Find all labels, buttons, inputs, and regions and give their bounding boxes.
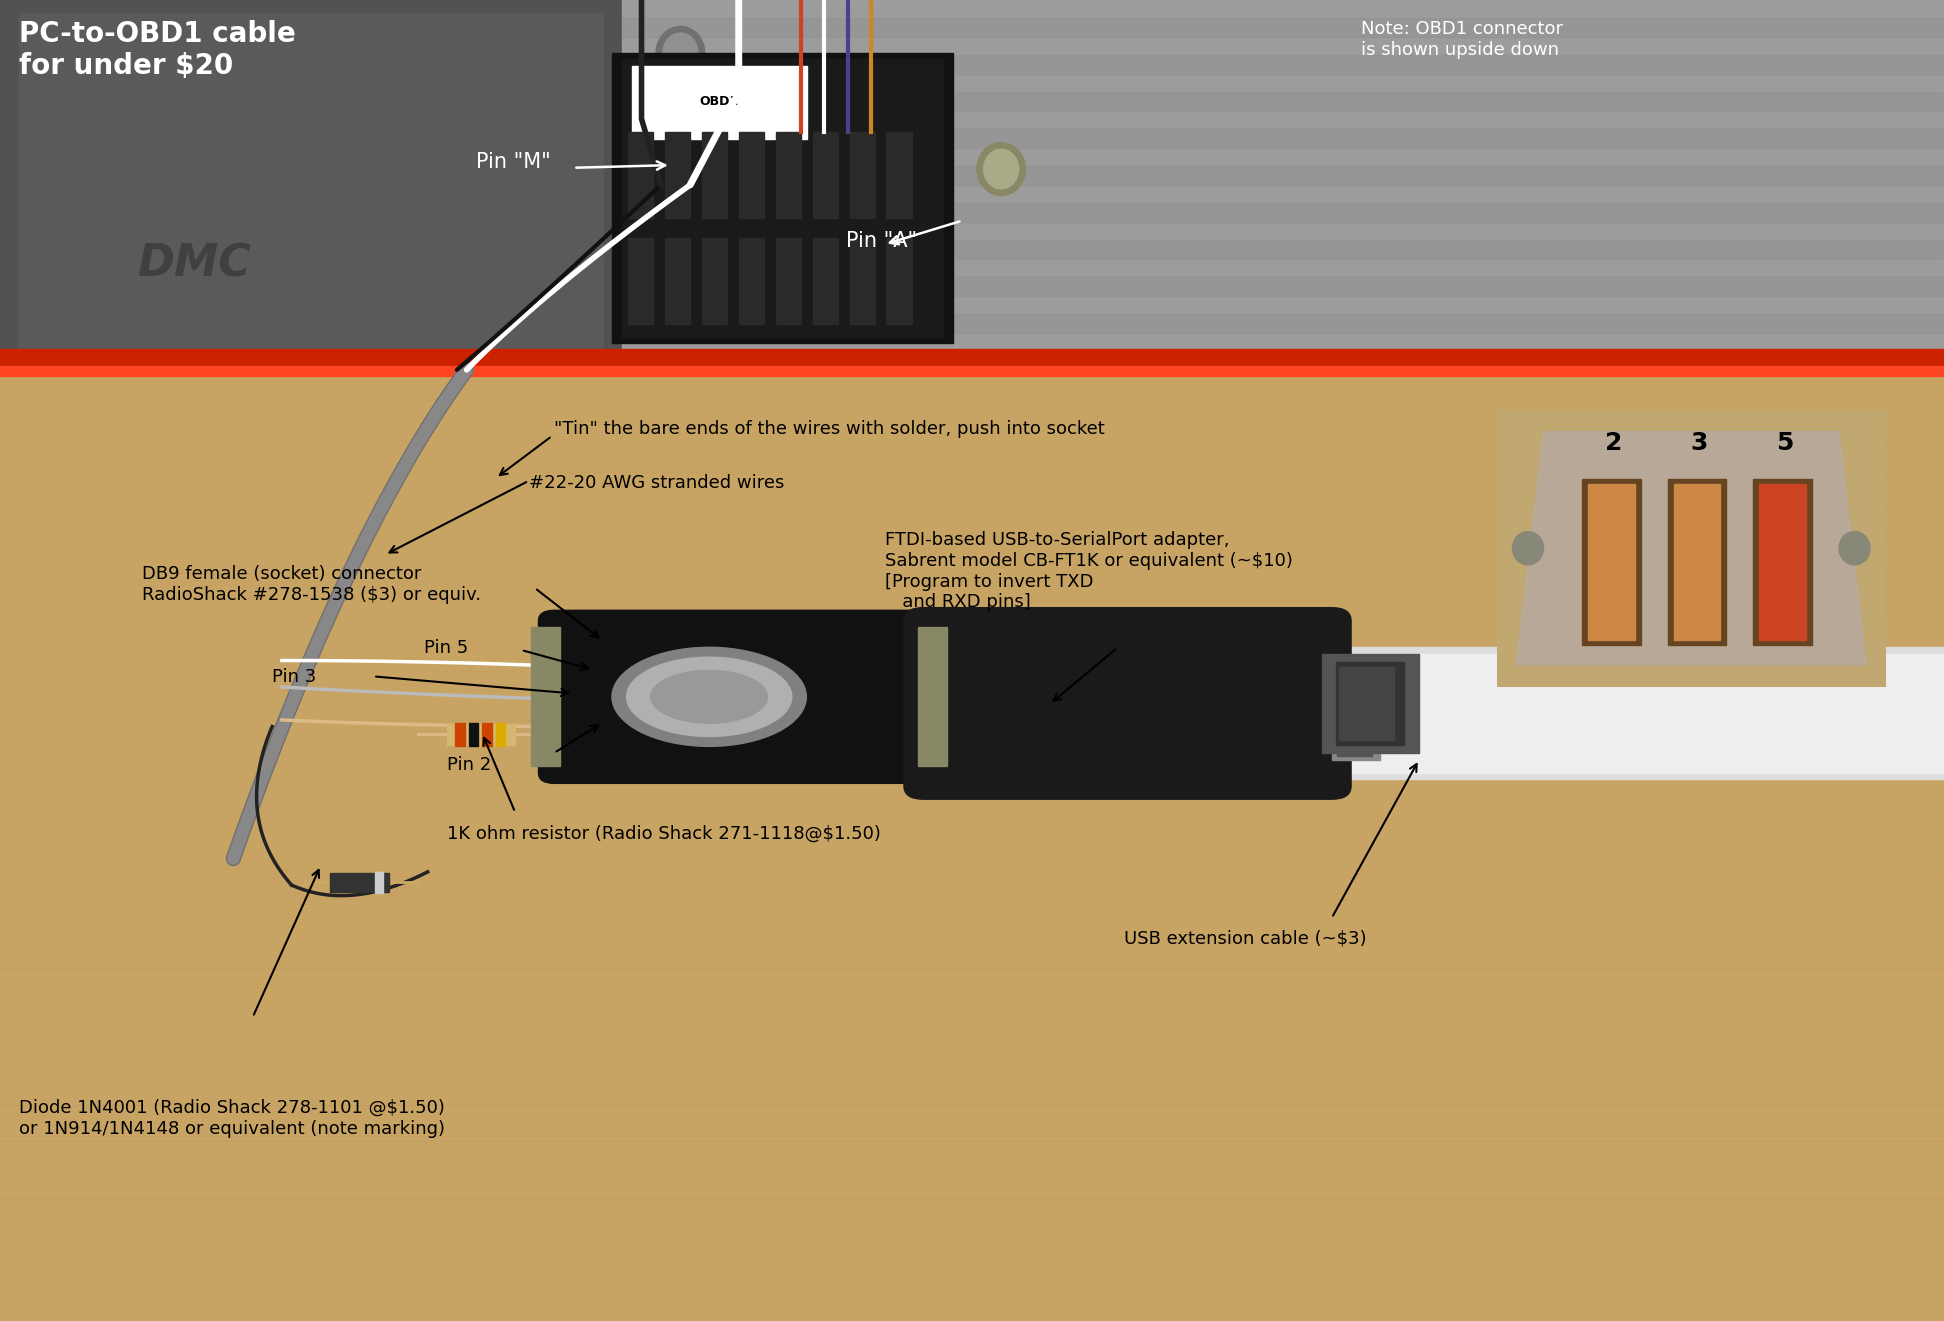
Bar <box>622 203 1944 222</box>
Bar <box>622 351 1944 370</box>
Bar <box>918 627 947 766</box>
Bar <box>1582 480 1641 646</box>
Bar <box>375 872 383 893</box>
Ellipse shape <box>1512 531 1544 565</box>
Bar <box>455 723 465 746</box>
Bar <box>813 132 838 218</box>
Bar <box>1588 485 1635 639</box>
Text: DMC: DMC <box>138 243 251 285</box>
Ellipse shape <box>978 143 1026 196</box>
Bar <box>622 240 1944 259</box>
Text: 5: 5 <box>1777 431 1792 454</box>
Bar <box>886 132 912 218</box>
Bar <box>632 66 807 139</box>
Ellipse shape <box>1839 531 1870 565</box>
Bar <box>531 627 560 766</box>
Bar <box>469 723 478 746</box>
Bar <box>739 238 764 324</box>
Bar <box>612 53 953 343</box>
Bar <box>1341 654 1944 773</box>
Ellipse shape <box>626 657 791 737</box>
Text: USB extension cable (~$3): USB extension cable (~$3) <box>1124 930 1367 948</box>
Ellipse shape <box>984 149 1019 189</box>
Bar <box>622 0 1944 370</box>
Text: Pin "M": Pin "M" <box>476 152 550 172</box>
Bar <box>1668 480 1726 646</box>
Text: OBD1: OBD1 <box>700 95 739 108</box>
Bar <box>0 349 1944 373</box>
Bar <box>665 238 690 324</box>
Bar <box>622 129 1944 148</box>
Text: DB9 female (socket) connector
RadioShack #278-1538 ($3) or equiv.: DB9 female (socket) connector RadioShack… <box>142 565 480 604</box>
Bar <box>622 92 1944 111</box>
FancyBboxPatch shape <box>904 608 1351 799</box>
Text: 2: 2 <box>1606 431 1621 454</box>
Ellipse shape <box>612 647 807 746</box>
Text: Note: OBD1 connector
is shown upside down: Note: OBD1 connector is shown upside dow… <box>1361 20 1563 58</box>
Ellipse shape <box>663 33 698 73</box>
Bar <box>702 238 727 324</box>
Bar <box>850 132 875 218</box>
Bar <box>0 366 1944 376</box>
Bar <box>702 132 727 218</box>
Ellipse shape <box>657 26 704 79</box>
Bar <box>447 724 515 745</box>
Bar <box>813 238 838 324</box>
Bar <box>850 238 875 324</box>
Bar <box>1322 654 1419 753</box>
Text: "Tin" the bare ends of the wires with solder, push into socket: "Tin" the bare ends of the wires with so… <box>554 420 1104 439</box>
Bar <box>1759 485 1806 639</box>
Bar <box>1341 647 1944 779</box>
Bar <box>330 873 389 892</box>
Text: Pin 3: Pin 3 <box>272 668 317 687</box>
Bar <box>628 132 653 218</box>
Bar <box>19 13 603 357</box>
Bar <box>1339 667 1394 740</box>
Bar <box>776 238 801 324</box>
Text: Pin 5: Pin 5 <box>424 639 469 658</box>
Text: FTDI-based USB-to-SerialPort adapter,
Sabrent model CB-FT1K or equivalent (~$10): FTDI-based USB-to-SerialPort adapter, Sa… <box>885 531 1293 612</box>
Bar <box>1674 485 1720 639</box>
Bar <box>1337 683 1372 756</box>
Text: #22-20 AWG stranded wires: #22-20 AWG stranded wires <box>529 474 783 493</box>
Polygon shape <box>1516 432 1866 664</box>
Text: Diode 1N4001 (Radio Shack 278-1101 @$1.50)
or 1N914/1N4148 or equivalent (note m: Diode 1N4001 (Radio Shack 278-1101 @$1.5… <box>19 1099 445 1137</box>
Bar <box>482 723 492 746</box>
Text: 3: 3 <box>1691 431 1707 454</box>
Bar <box>622 55 1944 74</box>
Bar <box>1753 480 1812 646</box>
Bar <box>0 0 622 370</box>
Polygon shape <box>1516 432 1866 664</box>
Bar <box>622 166 1944 185</box>
Bar <box>665 132 690 218</box>
Bar <box>1336 662 1404 745</box>
Bar <box>886 238 912 324</box>
Text: PC-to-OBD1 cable
for under $20: PC-to-OBD1 cable for under $20 <box>19 20 295 81</box>
Bar <box>622 59 943 337</box>
Bar <box>628 238 653 324</box>
Text: Pin 2: Pin 2 <box>447 756 492 774</box>
Bar <box>622 18 1944 37</box>
Bar <box>622 0 1944 370</box>
Ellipse shape <box>651 671 768 724</box>
Text: Pin "A": Pin "A" <box>846 231 918 251</box>
Bar <box>622 277 1944 296</box>
Bar <box>776 132 801 218</box>
Bar <box>496 723 505 746</box>
Bar <box>739 132 764 218</box>
Bar <box>1332 674 1380 760</box>
Bar <box>622 314 1944 333</box>
FancyBboxPatch shape <box>538 610 939 783</box>
Text: 1K ohm resistor (Radio Shack 271-1118@$1.50): 1K ohm resistor (Radio Shack 271-1118@$1… <box>447 824 881 843</box>
